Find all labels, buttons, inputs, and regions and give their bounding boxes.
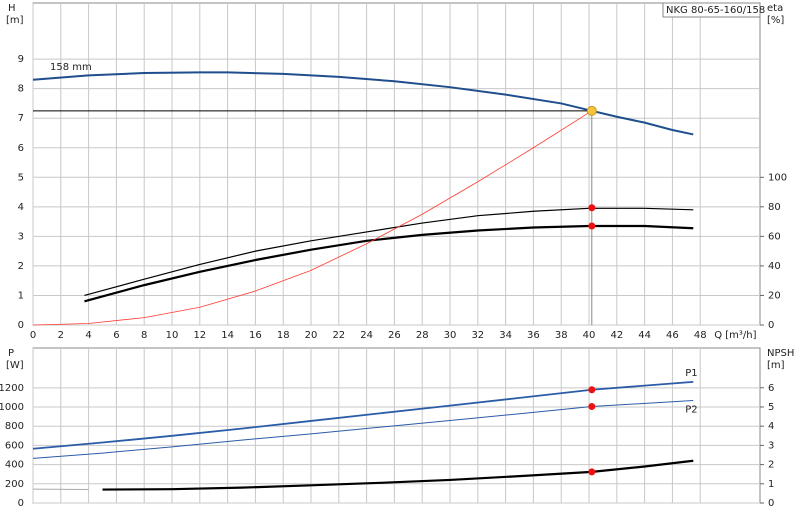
y-axis-label: H: [8, 3, 16, 14]
duty-point: [587, 106, 596, 115]
y-tick-label: 200: [5, 479, 24, 490]
x-tick-label: 46: [666, 330, 679, 341]
x-tick-label: 36: [527, 330, 540, 341]
y2-axis-unit: [m]: [767, 360, 785, 371]
y2-axis-label: NPSH: [767, 348, 794, 359]
y-tick-label: 1: [18, 290, 24, 301]
x-tick-label: 6: [113, 330, 119, 341]
y-tick-label: 3: [18, 231, 24, 242]
y2-tick-label: 0: [768, 320, 774, 331]
y-tick-label: 5: [18, 172, 24, 183]
y2-axis-label: eta: [767, 3, 783, 14]
x-tick-label: 16: [249, 330, 262, 341]
y-tick-label: 800: [5, 421, 24, 432]
x-axis-label: Q [m³/h]: [714, 330, 756, 341]
plot-frame: [33, 3, 760, 325]
y-tick-label: 8: [18, 84, 24, 95]
x-tick-label: 40: [583, 330, 596, 341]
y2-tick-label: 20: [768, 290, 781, 301]
y2-axis-unit: [%]: [767, 15, 784, 26]
x-tick-label: 34: [499, 330, 512, 341]
y-axis-label: P: [8, 348, 14, 359]
y-tick-label: 4: [18, 202, 24, 213]
y-tick-label: 600: [5, 440, 24, 451]
x-tick-label: 24: [360, 330, 373, 341]
operating-point: [588, 204, 595, 211]
y2-tick-label: 0: [768, 498, 774, 509]
y2-tick-label: 80: [768, 202, 781, 213]
x-tick-label: 0: [30, 330, 36, 341]
x-tick-label: 26: [388, 330, 401, 341]
x-tick-label: 10: [166, 330, 179, 341]
y-tick-label: 2: [18, 261, 24, 272]
x-tick-label: 42: [610, 330, 623, 341]
y-tick-label: 0: [18, 320, 24, 331]
x-tick-label: 22: [332, 330, 345, 341]
series-label: P1: [685, 368, 697, 379]
y2-tick-label: 40: [768, 261, 781, 272]
y-tick-label: 0: [18, 498, 24, 509]
x-tick-label: 14: [221, 330, 234, 341]
curve: [33, 72, 693, 134]
curve: [84, 226, 693, 301]
curve-annotation: 158 mm: [50, 62, 92, 73]
operating-point: [588, 386, 595, 393]
y2-tick-label: 5: [768, 402, 774, 413]
x-tick-label: 8: [141, 330, 147, 341]
x-tick-label: 28: [416, 330, 429, 341]
x-tick-label: 48: [694, 330, 707, 341]
y2-tick-label: 60: [768, 231, 781, 242]
x-tick-label: 4: [85, 330, 91, 341]
operating-point: [588, 403, 595, 410]
x-tick-label: 2: [58, 330, 64, 341]
y-tick-label: 400: [5, 460, 24, 471]
curve: [33, 400, 693, 458]
x-tick-label: 30: [444, 330, 457, 341]
series-label: P2: [685, 404, 697, 415]
y-tick-label: 1000: [0, 402, 24, 413]
operating-point: [588, 468, 595, 475]
y-tick-label: 9: [18, 54, 24, 65]
x-tick-label: 32: [471, 330, 484, 341]
x-tick-label: 44: [638, 330, 651, 341]
y-axis-unit: [m]: [6, 15, 24, 26]
x-tick-label: 20: [305, 330, 318, 341]
y-tick-label: 7: [18, 113, 24, 124]
x-tick-label: 18: [277, 330, 290, 341]
curve: [84, 208, 693, 295]
x-tick-label: 12: [193, 330, 206, 341]
y-tick-label: 1200: [0, 383, 24, 394]
model-label: NKG 80-65-160/158: [666, 5, 765, 16]
x-tick-label: 38: [555, 330, 568, 341]
operating-point: [588, 223, 595, 230]
y-axis-unit: [W]: [6, 360, 24, 371]
y2-tick-label: 2: [768, 460, 774, 471]
y2-tick-label: 6: [768, 383, 774, 394]
y2-tick-label: 1: [768, 479, 774, 490]
y2-tick-label: 4: [768, 421, 774, 432]
y-tick-label: 6: [18, 143, 24, 154]
y2-tick-label: 3: [768, 440, 774, 451]
y2-tick-label: 100: [768, 172, 787, 183]
